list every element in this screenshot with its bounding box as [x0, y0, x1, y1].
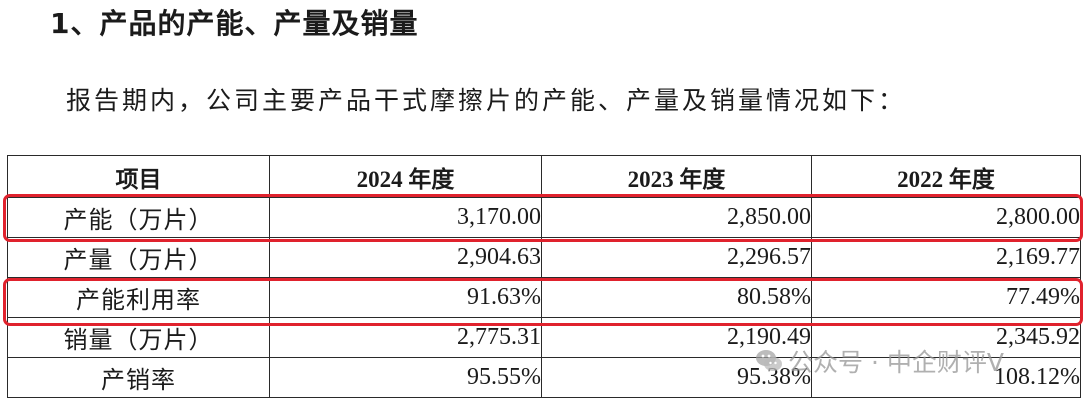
cell-2022: 77.49% [811, 277, 1081, 318]
cell-2023: 2,296.57 [541, 237, 812, 278]
cell-2024: 3,170.00 [269, 197, 542, 238]
header-2024: 2024 年度 [269, 155, 542, 198]
cell-2023: 95.38% [541, 357, 812, 398]
cell-2022: 2,800.00 [811, 197, 1081, 238]
cell-2024: 2,775.31 [269, 317, 542, 358]
cell-2023: 2,850.00 [541, 197, 812, 238]
table-row: 产能利用率 91.63% 80.58% 77.49% [7, 277, 1081, 318]
header-2022: 2022 年度 [811, 155, 1081, 198]
watermark: 公众号 · 中企财评V [754, 343, 1004, 379]
cell-2024: 2,904.63 [269, 237, 542, 278]
cell-2022: 2,169.77 [811, 237, 1081, 278]
row-label: 产能（万片） [7, 197, 270, 238]
row-label: 产量（万片） [7, 237, 270, 278]
row-label: 销量（万片） [7, 317, 270, 358]
row-label: 产能利用率 [7, 277, 270, 318]
header-item: 项目 [7, 155, 270, 198]
row-label: 产销率 [7, 357, 270, 398]
wechat-icon [754, 346, 784, 376]
table-row: 产能（万片） 3,170.00 2,850.00 2,800.00 [7, 197, 1081, 238]
table-header-row: 项目 2024 年度 2023 年度 2022 年度 [7, 155, 1081, 198]
section-heading: 1、产品的产能、产量及销量 [50, 7, 419, 40]
table-row: 产销率 95.55% 95.38% 108.12% [7, 357, 1081, 398]
cell-2024: 95.55% [269, 357, 542, 398]
cell-2022: 108.12% [811, 357, 1081, 398]
intro-paragraph: 报告期内，公司主要产品干式摩擦片的产能、产量及销量情况如下： [66, 86, 907, 115]
cell-2024: 91.63% [269, 277, 542, 318]
table-row: 产量（万片） 2,904.63 2,296.57 2,169.77 [7, 237, 1081, 278]
cell-2023: 80.58% [541, 277, 812, 318]
watermark-text: 公众号 · 中企财评V [788, 348, 1004, 377]
header-2023: 2023 年度 [541, 155, 812, 198]
